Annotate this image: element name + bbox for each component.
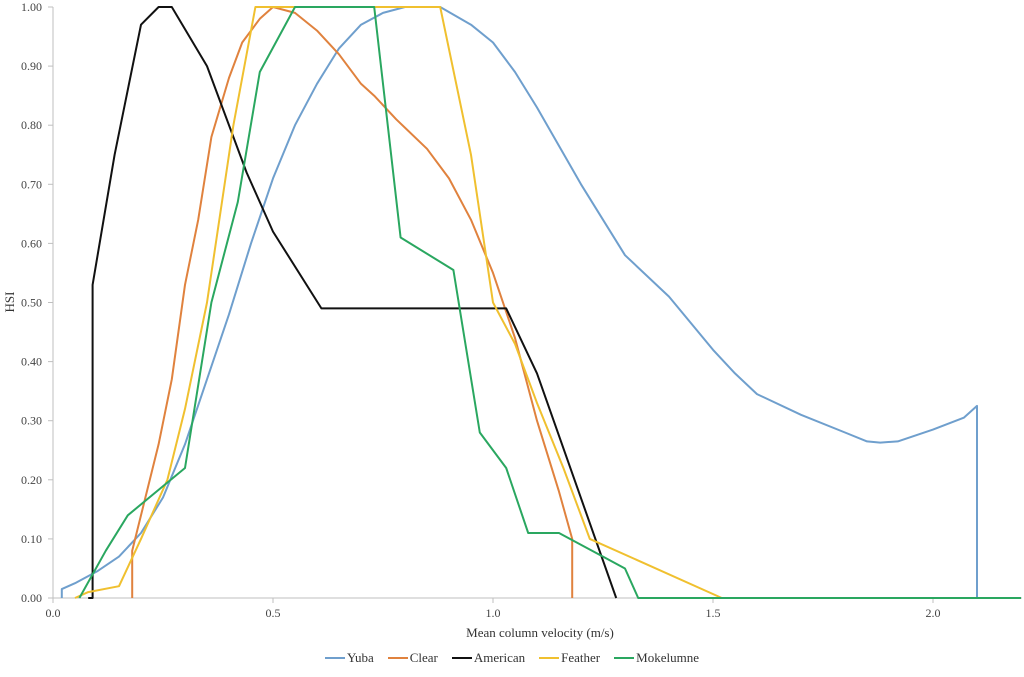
legend-label-mokelumne: Mokelumne [636, 650, 699, 665]
y-tick-label: 0.20 [21, 473, 42, 487]
y-tick-label: 0.50 [21, 296, 42, 310]
series-line-mokelumne [78, 6, 1021, 599]
legend-label-feather: Feather [561, 650, 601, 665]
chart-legend: Yuba Clear American Feather Mokelumne [0, 650, 1024, 666]
legend-swatch-feather [539, 657, 560, 659]
series-line-american [88, 6, 618, 599]
legend-swatch-american [451, 657, 472, 659]
y-tick-label: 0.70 [21, 177, 42, 191]
x-axis-title: Mean column velocity (m/s) [466, 625, 614, 640]
x-axis-ticks: 0.0 0.5 1.0 1.5 2.0 [46, 598, 941, 620]
legend-label-clear: Clear [409, 650, 438, 665]
legend-label-american: American [473, 650, 526, 665]
y-tick-label: 0.10 [21, 532, 42, 546]
legend-swatch-mokelumne [614, 657, 635, 659]
y-tick-label: 0.30 [21, 414, 42, 428]
y-axis-title: HSI [2, 292, 17, 313]
series-line-feather [74, 6, 723, 599]
x-tick-label: 0.0 [46, 606, 61, 620]
legend-swatch-clear [387, 657, 408, 659]
legend-item-yuba: Yuba [325, 650, 374, 666]
series-lines [60, 6, 1021, 599]
x-tick-label: 1.5 [706, 606, 721, 620]
legend-item-american: American [451, 650, 526, 666]
x-tick-label: 1.0 [486, 606, 501, 620]
legend-item-clear: Clear [387, 650, 438, 666]
y-tick-label: 0.60 [21, 236, 42, 250]
series-line-yuba [60, 6, 978, 598]
y-tick-label: 0.40 [21, 355, 42, 369]
y-tick-label: 0.90 [21, 59, 42, 73]
series-line-clear [131, 6, 574, 598]
x-tick-label: 0.5 [266, 606, 281, 620]
legend-label-yuba: Yuba [347, 650, 374, 665]
y-axis-ticks: 0.00 0.10 0.20 0.30 0.40 0.50 0.60 0.70 0.80 0.90… [21, 0, 53, 605]
x-tick-label: 2.0 [926, 606, 941, 620]
y-tick-label: 0.00 [21, 591, 42, 605]
legend-item-mokelumne: Mokelumne [614, 650, 699, 666]
legend-item-feather: Feather [539, 650, 600, 666]
y-tick-label: 0.80 [21, 118, 42, 132]
legend-swatch-yuba [325, 657, 346, 659]
y-tick-label: 1.00 [21, 0, 42, 14]
